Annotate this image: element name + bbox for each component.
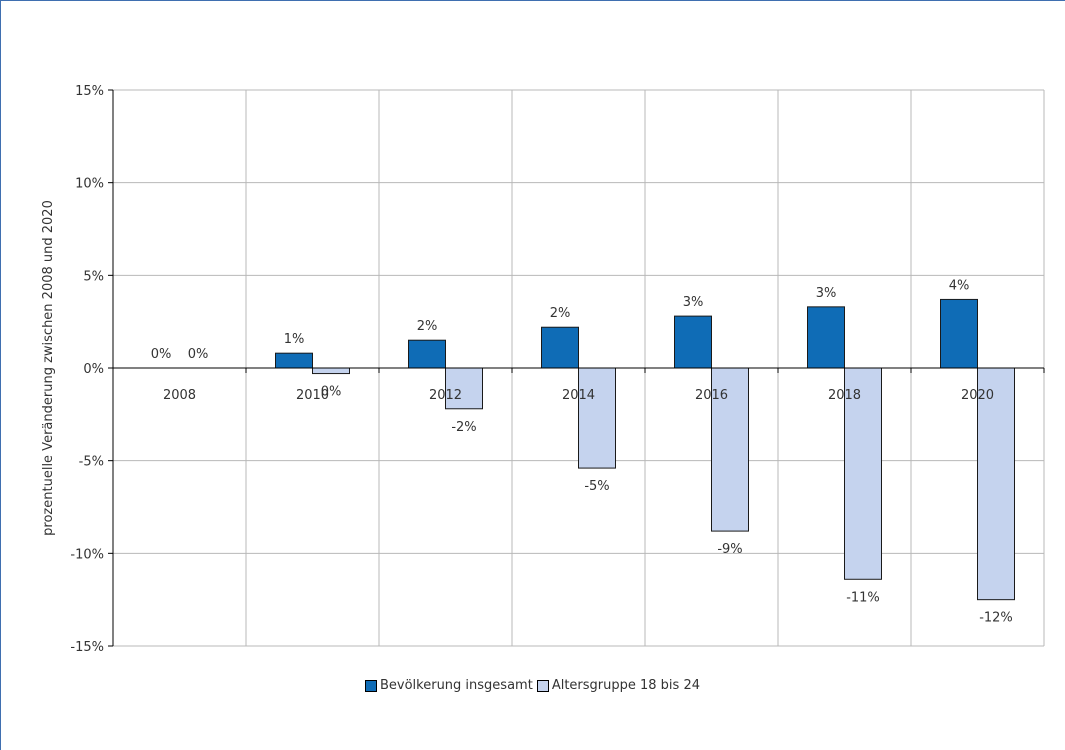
data-label-series-1: 2% — [550, 306, 571, 321]
y-tick-label: 5% — [83, 269, 104, 284]
data-label-series-2: -11% — [846, 590, 880, 605]
y-tick-label: 15% — [75, 84, 104, 99]
y-tick-label: -15% — [70, 640, 104, 655]
x-tick-label: 2010 — [296, 388, 329, 403]
bar-series-2 — [977, 367, 1015, 601]
data-label-series-2: -5% — [584, 479, 609, 494]
data-label-series-2: 0% — [188, 347, 209, 362]
bar-series-1 — [674, 315, 712, 369]
chart-svg: 15% 10% 5% 0% -5% -10% -15% 2008 2010 2012 2014 201… — [41, 84, 1045, 655]
data-label-series-1: 4% — [949, 278, 970, 293]
bar-series-1 — [408, 339, 446, 369]
bar-series-2 — [711, 367, 749, 532]
legend-swatch-series-2 — [536, 679, 549, 692]
x-tick-label: 2012 — [429, 388, 462, 403]
x-tick-label: 2016 — [695, 388, 728, 403]
data-label-series-1: 2% — [417, 319, 438, 334]
data-label-series-1: 3% — [683, 295, 704, 310]
legend-label-series-2: Altersgruppe 18 bis 24 — [551, 678, 700, 693]
data-label-series-2: -2% — [451, 420, 476, 435]
bar-series-1 — [541, 326, 579, 369]
x-tick-label: 2018 — [828, 388, 861, 403]
bar-series-1 — [940, 298, 978, 369]
data-labels: 0% 1% 2% 2% 3% 3% 4% 0% 0% -2% -5% -9% -11% -12% — [151, 278, 1013, 625]
data-label-series-1: 1% — [284, 332, 305, 347]
x-tick-label: 2014 — [562, 388, 595, 403]
x-tick-label: 2008 — [163, 388, 196, 403]
legend-swatch-series-1 — [364, 679, 377, 692]
y-axis-title: prozentuelle Veränderung zwischen 2008 u… — [41, 200, 56, 536]
axes — [108, 89, 1045, 647]
y-tick-label: -10% — [70, 547, 104, 562]
bar-series-1 — [275, 352, 313, 369]
legend-label-series-1: Bevölkerung insgesamt — [379, 678, 533, 693]
bars — [275, 298, 1015, 601]
y-tick-label: 10% — [75, 177, 104, 192]
bar-series-1 — [807, 306, 845, 369]
bar-series-2 — [312, 367, 350, 375]
bar-series-2 — [445, 367, 483, 410]
legend: Bevölkerung insgesamt Altersgruppe 18 bi… — [0, 678, 1065, 693]
tick-labels: 15% 10% 5% 0% -5% -10% -15% 2008 2010 2012 2014 201… — [70, 84, 994, 655]
x-tick-label: 2020 — [961, 388, 994, 403]
legend-item-series-2: Altersgruppe 18 bis 24 — [536, 678, 700, 693]
y-tick-label: 0% — [83, 362, 104, 377]
y-tick-label: -5% — [79, 455, 104, 470]
data-label-series-2: -12% — [979, 611, 1013, 626]
data-label-series-1: 0% — [151, 347, 172, 362]
legend-item-series-1: Bevölkerung insgesamt — [364, 678, 533, 693]
data-label-series-2: 0% — [321, 385, 342, 400]
bar-series-2 — [844, 367, 882, 580]
data-label-series-1: 3% — [816, 286, 837, 301]
bar-series-2 — [578, 367, 616, 469]
data-label-series-2: -9% — [717, 542, 742, 557]
